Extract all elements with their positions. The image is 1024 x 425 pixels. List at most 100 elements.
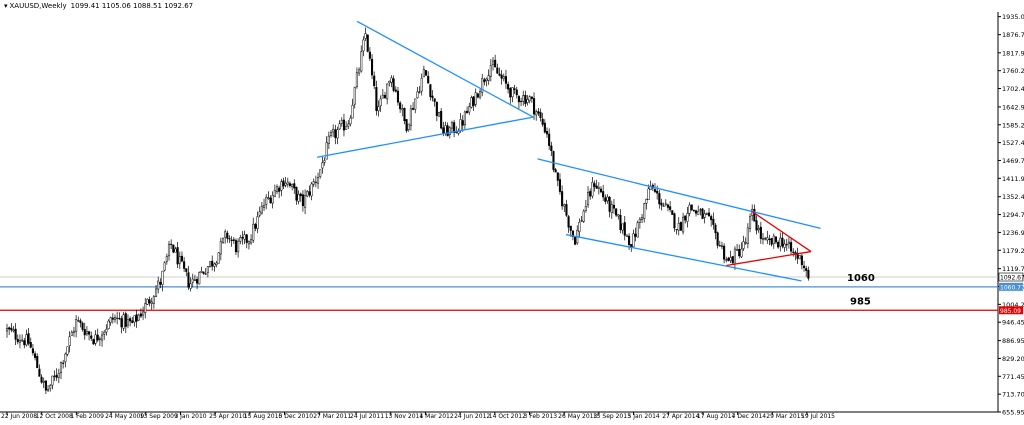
channel-upper-line[interactable] [537,158,821,230]
candle-body [21,339,24,342]
wedge-upper-line[interactable] [751,210,812,253]
candle-body [40,376,43,383]
candle-body [703,213,706,218]
candle-body [766,237,769,241]
candle-body [608,196,611,212]
candle-body [759,226,762,239]
candle-body [787,241,790,245]
candle-body [574,236,577,245]
candle-body [802,265,806,268]
candle-body [729,257,732,261]
candle-body [666,204,670,208]
candle-body [57,373,60,378]
y-tick-label: 1702.45 [1002,85,1024,93]
candle-body [211,260,214,267]
candle-body [217,252,220,264]
candle-body [586,191,590,206]
candle-body [625,234,628,237]
candle-body [336,129,339,139]
candle-body [122,314,125,329]
candle-body [731,256,734,264]
channel-lower-line[interactable] [565,233,802,282]
candle-body [364,33,367,39]
candle-body [202,271,205,274]
candle-body [558,179,562,192]
candle-body [250,239,253,244]
candle-body [150,301,153,304]
x-tick-label: 14 Oct 2012 [489,413,526,420]
candle-body [755,220,758,231]
candle-body [355,72,358,87]
x-tick-label: 5 Dec 2010 [279,413,314,420]
y-tick-label: 1817.95 [1002,49,1024,57]
triangle-lower-line[interactable] [316,116,534,158]
candle-body [580,220,583,222]
candle-body [167,243,171,257]
y-tick-label: 1760.20 [1002,67,1024,75]
candle-body [27,333,30,344]
candle-body [422,68,425,78]
x-tick-label: 27 Mar 2011 [313,413,351,420]
candle-body [429,84,432,97]
candle-body [720,245,724,247]
candle-body [373,75,376,87]
candle-body [23,340,26,346]
candle-body [405,119,408,132]
candle-body [98,338,101,340]
candle-body [390,77,393,83]
candle-body [593,183,596,187]
candle-body [785,244,788,246]
candle-body [697,210,700,215]
candle-body [144,303,147,314]
x-tick-label: 22 Jun 2008 [1,413,37,420]
candle-body [738,249,741,257]
candle-body [694,210,698,214]
candle-body [418,91,421,93]
candle-body [271,194,274,204]
wedge-lower-line[interactable] [726,250,812,267]
candle-body [450,122,454,129]
candle-body [502,76,505,80]
candle-body [764,238,767,240]
candle-body [761,238,765,240]
candle-body [746,227,749,245]
candle-body [796,252,799,259]
candle-body [485,78,488,81]
candle-body [316,176,320,184]
candle-body [664,203,667,205]
candle-body [690,204,693,211]
candle-body [489,65,492,77]
candle-body [545,131,549,135]
candle-body [688,204,691,214]
candle-body [189,283,192,289]
candle-body [446,125,449,137]
candle-body [293,183,296,189]
candle-body [113,317,117,321]
candle-body [131,320,134,324]
current-price-tag [998,272,1024,282]
candle-body [781,237,784,247]
candle-body [612,204,616,209]
candle-body [733,248,736,265]
x-tick-label: 3 Jan 2010 [174,413,206,420]
candle-body [532,98,536,115]
candle-body [299,193,302,197]
y-tick-label: 829.20 [1002,355,1024,363]
candle-body [269,197,272,204]
candles [5,27,810,394]
triangle-upper-line[interactable] [356,20,534,118]
candle-body [358,69,361,74]
candle-body [319,169,322,177]
chevron-down-icon[interactable]: ▾ [4,2,8,10]
candle-body [409,108,412,126]
level-tag-985 [999,306,1023,315]
candle-body [370,58,374,76]
candle-body [457,131,460,134]
candle-body [327,135,330,144]
candle-body [530,96,533,99]
candle-body [85,331,88,335]
candle-body [159,282,162,285]
candle-body [347,123,350,127]
candle-body [165,256,168,262]
